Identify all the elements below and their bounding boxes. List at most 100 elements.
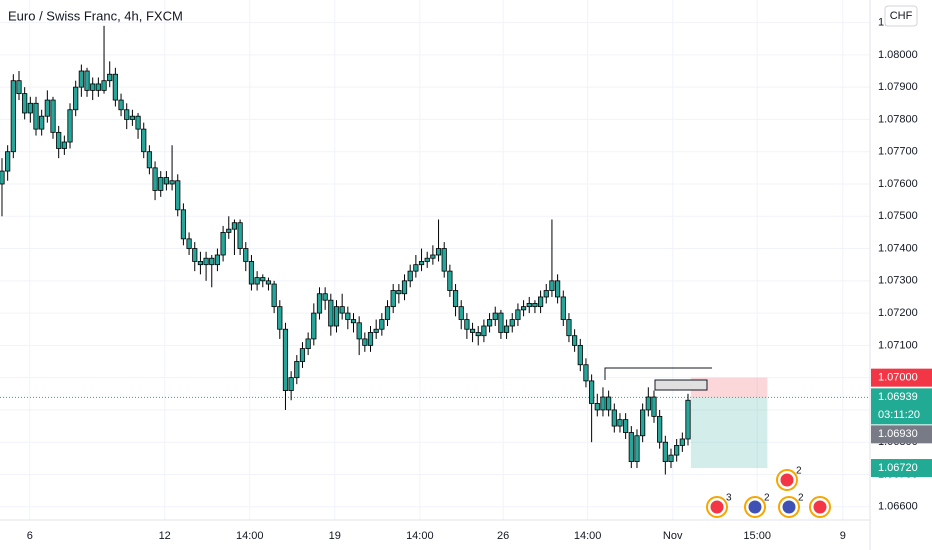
candle-body — [78, 70, 84, 88]
candle-body — [396, 290, 402, 295]
candle-body — [617, 419, 623, 427]
price-tag — [871, 459, 932, 478]
price-tag — [871, 388, 932, 425]
candle-body — [203, 257, 209, 266]
candle-body — [163, 177, 170, 185]
candle-body — [90, 83, 96, 91]
candle-body — [503, 325, 510, 333]
candle-body — [606, 396, 612, 411]
y-tick-label: 1.07100 — [878, 339, 918, 351]
candle-body — [328, 299, 334, 327]
candle-body — [277, 306, 283, 330]
candle-body — [367, 332, 374, 346]
x-tick-label: Nov — [663, 530, 683, 542]
event-flag — [780, 473, 794, 487]
overlay — [604, 367, 712, 391]
candle-body — [441, 248, 447, 272]
candle-body — [124, 109, 130, 120]
candle-body — [299, 348, 306, 362]
candle-body — [668, 454, 674, 462]
candle-body — [350, 319, 357, 324]
candle-body — [362, 338, 368, 346]
target-zone — [690, 397, 768, 469]
x-tick-label: 19 — [329, 530, 341, 542]
candle-body — [498, 312, 504, 333]
candle-body — [543, 290, 549, 298]
candle-body — [197, 261, 204, 266]
candle-body — [549, 280, 555, 291]
y-tick-label: 1.07500 — [878, 210, 918, 222]
x-tick-label: 15:00 — [743, 530, 771, 542]
candle-body — [515, 309, 521, 320]
candle-body — [532, 303, 538, 308]
candle-body — [384, 306, 391, 320]
event-count: 2 — [764, 493, 770, 504]
currency-button[interactable] — [884, 5, 918, 27]
candle-body — [379, 319, 385, 330]
candle-body — [662, 441, 668, 462]
candle-body — [129, 115, 135, 120]
candle-body — [316, 293, 323, 314]
candle-body — [254, 277, 260, 285]
candle-body — [566, 319, 572, 337]
candle-body — [509, 319, 515, 327]
candle-body — [260, 277, 266, 282]
candle-body — [237, 222, 243, 249]
x-tick-label: 14:00 — [574, 530, 602, 542]
candle-body — [339, 306, 345, 314]
candle-body — [226, 228, 232, 233]
candle-body — [600, 396, 606, 411]
candle-body — [657, 415, 663, 443]
candle-body — [679, 438, 685, 446]
candle-body — [118, 99, 124, 111]
candle-body — [305, 338, 311, 350]
candle-body — [214, 254, 221, 266]
candle-body — [611, 409, 617, 427]
candle-body — [526, 303, 532, 308]
candles — [0, 25, 691, 475]
candle-body — [492, 312, 498, 320]
candle-body — [345, 312, 351, 320]
candle-body — [294, 361, 300, 379]
y-tick-label: 1.07400 — [878, 242, 918, 254]
event-flag — [813, 500, 827, 514]
candle-body — [469, 328, 476, 333]
event-flag — [710, 500, 724, 514]
candle-body — [146, 151, 152, 169]
candle-body — [583, 364, 589, 382]
candle-body — [447, 270, 453, 291]
candle-body — [243, 248, 249, 262]
range-box — [654, 379, 708, 391]
candle-body — [424, 257, 430, 262]
candle-body — [152, 167, 158, 191]
candle-body — [458, 306, 464, 320]
candle-body — [220, 232, 226, 256]
candle-body — [589, 380, 595, 404]
candle-body — [356, 322, 362, 340]
candle-body — [95, 83, 101, 91]
y-tick-label: 1.07200 — [878, 307, 918, 319]
candle-body — [175, 180, 181, 211]
candle-body — [475, 332, 481, 337]
candle-body — [311, 312, 317, 340]
candle-body — [44, 99, 50, 117]
candle-body — [33, 102, 39, 130]
x-tick-label: 6 — [27, 530, 33, 542]
chart-title: Euro / Swiss Franc, 4h, FXCM — [8, 8, 183, 23]
price-tag — [871, 368, 932, 387]
event-flag — [782, 500, 796, 514]
event-count: 3 — [726, 493, 732, 504]
candle-body — [73, 86, 79, 111]
candle-body — [180, 209, 187, 240]
currency-label[interactable]: CHF — [890, 10, 913, 22]
candle-body — [248, 261, 255, 285]
candle-body — [27, 102, 33, 114]
candle-body — [169, 180, 175, 185]
y-tick-label: 1.07600 — [878, 178, 918, 190]
event-flag — [748, 500, 762, 514]
countdown-label: 03:11:20 — [878, 409, 920, 421]
candle-body — [435, 248, 442, 256]
y-tick-label: 1.08000 — [878, 49, 918, 61]
